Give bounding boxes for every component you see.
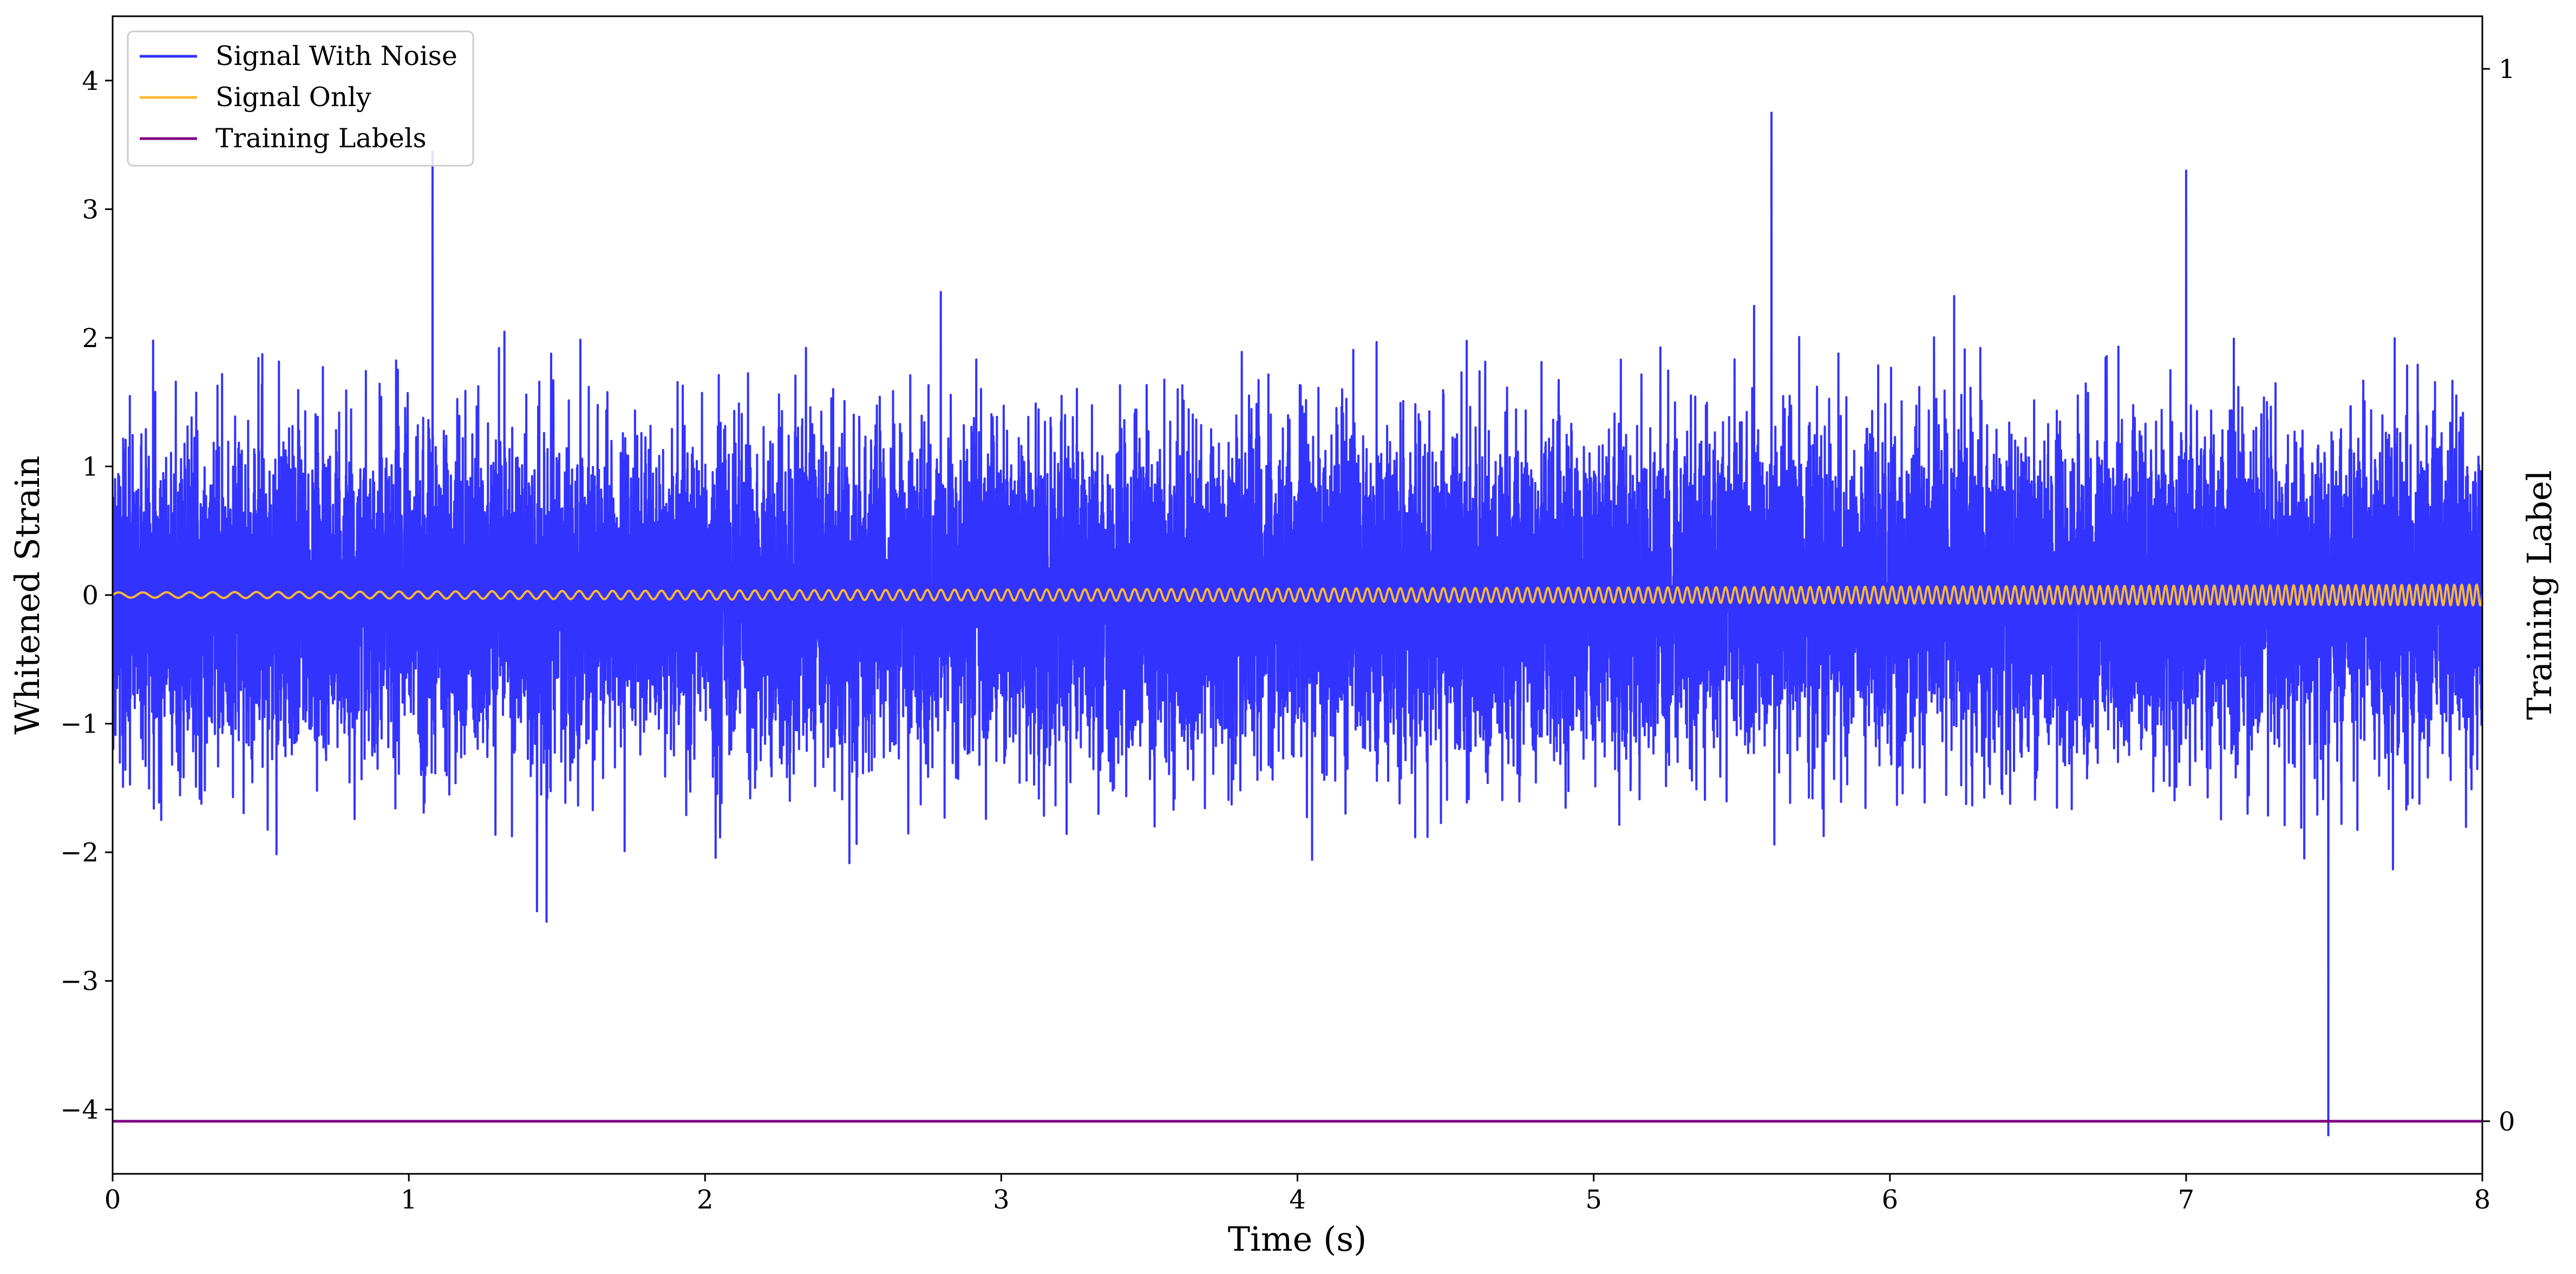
y-axis-left: −4 −3 −2 −1 0 1 2 3 4: [60, 66, 113, 1125]
plot-area: [113, 112, 2482, 1136]
y-tick-label: −4: [60, 1095, 99, 1125]
y-tick-label: 2: [82, 323, 99, 354]
y2-tick-label: 1: [2499, 54, 2515, 84]
y-tick-label: 4: [82, 66, 99, 96]
y-tick-label: −3: [60, 966, 99, 997]
series-layer: [113, 112, 2482, 1136]
y2-tick-label: 0: [2499, 1107, 2515, 1137]
x-tick-label: 2: [697, 1185, 714, 1215]
series-signal-only: [113, 583, 2482, 607]
x-tick-label: 5: [1585, 1185, 1602, 1215]
legend-box: [127, 30, 474, 167]
y-tick-label: 3: [82, 194, 99, 225]
x-tick-label: 8: [2474, 1185, 2491, 1215]
y-tick-label: 0: [82, 580, 99, 611]
legend: Signal With Noise Signal Only Training Lab…: [127, 30, 474, 167]
x-tick-label: 4: [1289, 1185, 1306, 1215]
y-axis-right: 01: [2482, 54, 2515, 1137]
y-tick-label: −1: [60, 709, 99, 740]
series-signal-with-noise: [113, 112, 2482, 1136]
x-tick-label: 1: [401, 1185, 417, 1215]
y2-axis-title: Training Label: [2520, 470, 2559, 720]
legend-label: Signal With Noise: [215, 41, 457, 71]
x-tick-label: 6: [1881, 1185, 1898, 1215]
x-axis-title: Time (s): [1228, 1219, 1367, 1259]
y-axis-title: Whitened Strain: [8, 456, 47, 735]
x-tick-label: 3: [993, 1185, 1010, 1215]
legend-label: Training Labels: [215, 123, 427, 154]
legend-label: Signal Only: [215, 82, 371, 113]
x-tick-label: 7: [2178, 1185, 2195, 1215]
x-axis: 0 1 2 3 4 5 6 7 8: [104, 1174, 2491, 1215]
y-tick-label: 1: [82, 452, 99, 482]
y-tick-label: −2: [60, 838, 99, 868]
x-tick-label: 0: [104, 1185, 121, 1215]
